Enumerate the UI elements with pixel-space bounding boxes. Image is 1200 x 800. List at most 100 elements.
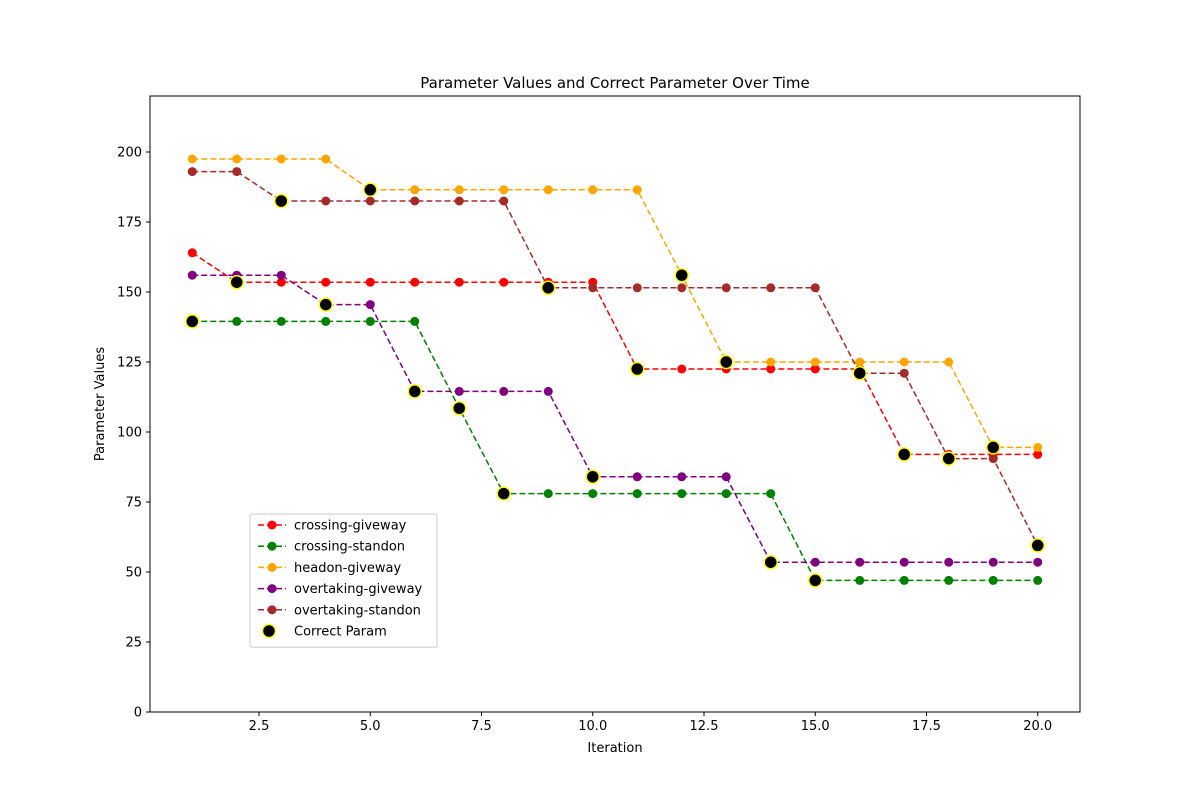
plot-area bbox=[149, 95, 1081, 713]
y-tick-label: 150 bbox=[117, 286, 142, 301]
data-point bbox=[855, 357, 865, 367]
correct-param-point bbox=[941, 451, 956, 466]
correct-param-point bbox=[496, 486, 512, 501]
data-point bbox=[721, 489, 731, 499]
data-point bbox=[454, 277, 464, 287]
x-tick-label: 2.5 bbox=[249, 719, 270, 734]
data-point bbox=[944, 575, 954, 585]
y-axis: 0 25 50 75 100 125 150 175 200 bbox=[117, 146, 150, 721]
data-point bbox=[410, 196, 420, 206]
data-point bbox=[276, 270, 286, 280]
data-point bbox=[410, 316, 420, 326]
data-point bbox=[321, 316, 331, 326]
correct-param-point bbox=[985, 440, 1001, 455]
legend-swatch-marker bbox=[267, 520, 277, 530]
correct-param-point bbox=[718, 354, 734, 370]
correct-param-point bbox=[318, 297, 334, 312]
data-point bbox=[454, 196, 464, 206]
data-point bbox=[454, 386, 464, 396]
y-tick-label: 100 bbox=[117, 426, 142, 441]
data-point bbox=[588, 185, 598, 195]
correct-param-point bbox=[363, 182, 378, 198]
data-point bbox=[410, 277, 420, 287]
legend-label: crossing-giveway bbox=[294, 519, 407, 534]
legend-entry-overtaking-giveway: overtaking-giveway bbox=[258, 582, 423, 597]
data-point bbox=[721, 472, 731, 482]
correct-param-point bbox=[807, 573, 823, 588]
series-line-overtaking-giveway bbox=[192, 274, 1038, 563]
x-tick-label: 12.5 bbox=[690, 719, 719, 734]
data-point bbox=[766, 364, 776, 374]
series-line-overtaking-standon bbox=[192, 170, 1039, 546]
y-tick-label: 75 bbox=[125, 496, 142, 511]
data-point bbox=[410, 185, 420, 195]
data-point bbox=[499, 185, 509, 195]
chart-title: Parameter Values and Correct Parameter O… bbox=[420, 74, 809, 92]
data-point bbox=[766, 283, 776, 293]
y-tick-label: 0 bbox=[134, 706, 142, 721]
legend-box bbox=[249, 513, 438, 648]
legend-swatch-marker bbox=[261, 623, 277, 639]
y-tick-label: 25 bbox=[125, 636, 142, 651]
legend-label: headon-giveway bbox=[294, 561, 401, 576]
data-point bbox=[766, 357, 776, 367]
x-axis-label: Iteration bbox=[587, 741, 642, 756]
x-tick-label: 10.0 bbox=[578, 719, 607, 734]
correct-param-point bbox=[629, 361, 645, 377]
data-point bbox=[988, 575, 998, 585]
data-point bbox=[276, 277, 286, 287]
x-tick-label: 17.5 bbox=[912, 719, 941, 734]
correct-param-point bbox=[274, 193, 289, 209]
data-point bbox=[944, 357, 954, 367]
correct-param-point bbox=[185, 314, 200, 329]
legend-swatch-marker bbox=[267, 584, 277, 594]
data-point bbox=[365, 316, 375, 326]
data-point bbox=[187, 154, 197, 164]
data-point bbox=[855, 557, 865, 567]
data-point bbox=[810, 557, 820, 567]
data-point bbox=[677, 283, 687, 293]
data-point bbox=[766, 489, 776, 499]
data-point bbox=[232, 154, 242, 164]
series-line-headon-giveway bbox=[192, 158, 1038, 449]
legend-swatch-marker bbox=[267, 562, 277, 572]
legend-label: Correct Param bbox=[294, 625, 387, 640]
correct-param-point bbox=[407, 384, 423, 399]
correct-param-point bbox=[229, 274, 245, 290]
data-point bbox=[632, 472, 642, 482]
legend-label: crossing-standon bbox=[294, 540, 405, 555]
data-point bbox=[187, 167, 197, 177]
correct-param-point bbox=[585, 469, 601, 485]
x-axis: 2.5 5.0 7.5 10.0 12.5 15.0 17.5 20.0 bbox=[249, 712, 1052, 734]
data-point bbox=[543, 386, 553, 396]
data-point bbox=[588, 489, 598, 499]
data-point bbox=[232, 316, 242, 326]
legend-label: overtaking-standon bbox=[294, 603, 421, 618]
data-point bbox=[810, 357, 820, 367]
correct-param-point bbox=[1030, 538, 1045, 553]
data-point bbox=[721, 283, 731, 293]
series-line-crossing-standon bbox=[192, 320, 1038, 582]
legend-entry-crossing-giveway: crossing-giveway bbox=[258, 519, 407, 534]
data-point bbox=[232, 167, 242, 177]
x-tick-label: 20.0 bbox=[1023, 719, 1052, 734]
y-tick-label: 125 bbox=[117, 356, 142, 371]
data-point bbox=[1033, 575, 1043, 585]
data-point bbox=[944, 557, 954, 567]
y-tick-label: 50 bbox=[125, 566, 142, 581]
data-point bbox=[365, 300, 375, 310]
data-point bbox=[187, 270, 197, 280]
correct-param-point bbox=[852, 365, 867, 381]
data-point bbox=[1033, 442, 1043, 452]
correct-param-point bbox=[452, 400, 467, 416]
correct-param-point bbox=[896, 447, 912, 462]
data-point bbox=[365, 277, 375, 287]
data-point bbox=[588, 283, 598, 293]
series-layer bbox=[187, 154, 1043, 585]
data-point bbox=[499, 277, 509, 287]
legend: crossing-giveway crossing-standon headon-g… bbox=[249, 513, 438, 648]
data-point bbox=[543, 185, 553, 195]
correct-param-point bbox=[763, 554, 778, 570]
